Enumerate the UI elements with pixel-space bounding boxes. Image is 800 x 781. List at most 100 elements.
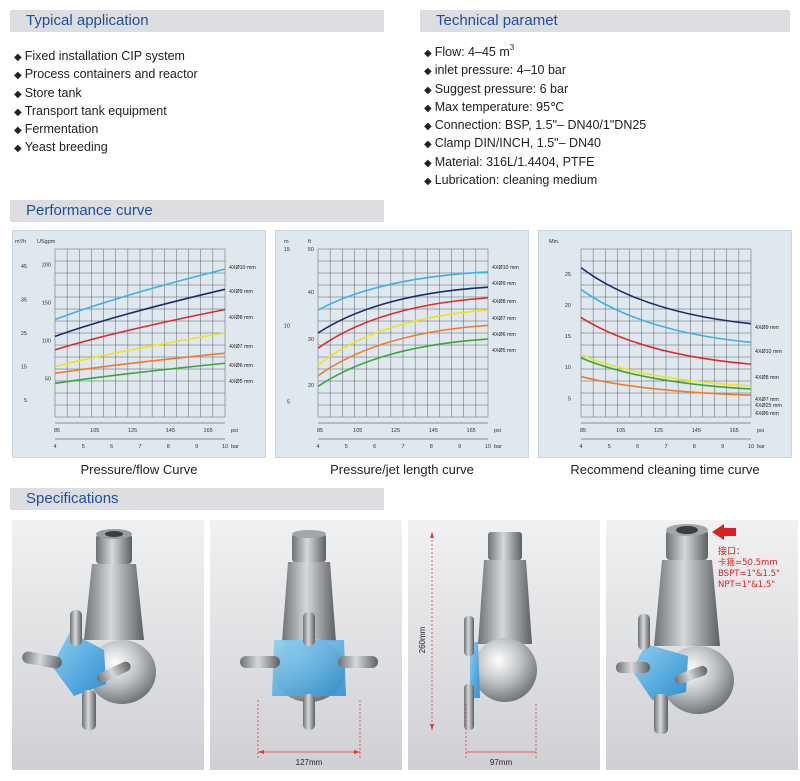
- y-tick-label: 25: [21, 331, 27, 337]
- bar-unit-label: bar: [231, 444, 239, 450]
- series-label: 4XØ10 mm: [229, 265, 256, 271]
- bar-tick-label: 5: [345, 444, 348, 450]
- pressure-flow-chart: 85 105 125 145 165 psi 4 5 6 7 8 9 10 bar 5 15 25 35 45 m³/…: [12, 230, 266, 458]
- y-unit-label: ft: [308, 239, 312, 245]
- y-tick-label: 50: [308, 247, 314, 253]
- width-dimension-label: 127mm: [296, 758, 323, 767]
- bar-tick-label: 7: [401, 444, 404, 450]
- bar-tick-label: 8: [167, 444, 170, 450]
- y-unit-label: m: [284, 239, 289, 245]
- psi-tick-label: 165: [204, 428, 213, 434]
- list-item: ◆ Material: 316L/1.4404, PTFE: [424, 154, 595, 169]
- pressure-jet-length-caption: Pressure/jet length curve: [330, 462, 474, 477]
- product-illustration-4: 接口： 卡箍=50.5mm BSPT=1"&1.5" NPT=1"&1.5": [616, 524, 780, 734]
- typical-application-list: ◆ Fixed installation CIP system ◆ Process …: [14, 48, 198, 158]
- psi-unit-label: psi: [757, 428, 764, 434]
- list-item: ◆ Yeast breeding: [14, 140, 108, 155]
- product-view-side: 260mm 97mm: [408, 520, 600, 770]
- list-item: ◆ Lubrication: cleaning medium: [424, 173, 598, 188]
- series-line: [580, 357, 752, 390]
- bar-tick-label: 9: [458, 444, 461, 450]
- y-tick-label: 15: [565, 334, 571, 340]
- list-item: ◆ inlet pressure: 4–10 bar: [424, 63, 567, 78]
- list-item: ◆ Flow: 4–45 m3: [424, 43, 515, 60]
- bar-unit-label: bar: [757, 444, 765, 450]
- psi-tick-label: 125: [391, 428, 400, 434]
- connection-clamp: 卡箍=50.5mm: [718, 557, 778, 568]
- series-line: [580, 316, 752, 365]
- psi-tick-label: 105: [90, 428, 99, 434]
- height-dimension-label: 260mm: [418, 626, 427, 653]
- series-label: 4XØ7 mm: [755, 397, 779, 403]
- list-item: ◆ Process containers and reactor: [14, 67, 198, 82]
- specifications-header: Specifications: [10, 488, 384, 510]
- bar-tick-label: 9: [721, 444, 724, 450]
- list-item: ◆ Fermentation: [14, 122, 99, 137]
- psi-tick-label: 165: [730, 428, 739, 434]
- bar-tick-label: 6: [636, 444, 639, 450]
- bar-tick-label: 5: [82, 444, 85, 450]
- series-label: 4XØ9 mm: [492, 281, 516, 287]
- y-tick-label: 15: [21, 365, 27, 371]
- series-label: 4XØ8 mm: [492, 299, 516, 305]
- series-line: [317, 338, 489, 388]
- series-line: [54, 268, 226, 321]
- list-item: ◆ Store tank: [14, 85, 82, 100]
- bar-tick-label: 8: [693, 444, 696, 450]
- series-label: 4XØ6 mm: [755, 411, 779, 417]
- product-illustration-3: 260mm 97mm: [418, 532, 537, 767]
- y-tick-label: 10: [284, 323, 290, 329]
- series-label: 4XØ8 mm: [229, 315, 253, 321]
- technical-parameter-list: ◆ Flow: 4–45 m3 ◆ inlet pressure: 4–10 bar…: [424, 44, 646, 190]
- list-item: ◆ Max temperature: 95℃: [424, 99, 565, 114]
- technical-parameter-header: Technical paramet: [420, 10, 790, 32]
- series-line: [580, 267, 752, 325]
- y-tick-label: 45: [21, 264, 27, 270]
- series-line: [580, 375, 752, 397]
- product-illustration-1: [22, 529, 156, 730]
- bar-tick-label: 7: [664, 444, 667, 450]
- series-label: 4XØ9 mm: [755, 325, 779, 331]
- y-tick-label: 200: [42, 262, 51, 268]
- list-item: ◆ Suggest pressure: 6 bar: [424, 81, 569, 96]
- y-tick-label: 50: [45, 377, 51, 383]
- psi-tick-label: 125: [128, 428, 137, 434]
- series-label: 4XØ6 mm: [229, 363, 253, 369]
- series-label: 4XØ8 mm: [755, 375, 779, 381]
- series-line: [317, 271, 489, 311]
- psi-tick-label: 145: [692, 428, 701, 434]
- psi-tick-label: 105: [616, 428, 625, 434]
- y-tick-label: 30: [308, 337, 314, 343]
- y-tick-label: 5: [287, 400, 290, 406]
- psi-tick-label: 145: [429, 428, 438, 434]
- bar-tick-label: 4: [53, 444, 56, 450]
- list-item: ◆ Fixed installation CIP system: [14, 49, 185, 63]
- list-item: ◆ Clamp DIN/INCH, 1.5"– DN40: [424, 136, 601, 151]
- bar-tick-label: 6: [373, 444, 376, 450]
- connection-npt: NPT=1"&1.5": [718, 580, 775, 590]
- y-unit-label: m³/h: [15, 239, 26, 245]
- typical-application-header: Typical application: [10, 10, 384, 32]
- series-line: [580, 354, 752, 387]
- performance-curve-header: Performance curve: [10, 200, 384, 222]
- bar-tick-label: 7: [138, 444, 141, 450]
- cleaning-time-chart: 85 105 125 145 165 psi 4 5 6 7 8 9 10 bar 5 10 15 20 25 Min…: [538, 230, 792, 458]
- psi-tick-label: 105: [353, 428, 362, 434]
- y-tick-label: 5: [24, 398, 27, 404]
- psi-unit-label: psi: [494, 428, 501, 434]
- series-line: [317, 297, 489, 349]
- width-dimension-label: 97mm: [490, 758, 513, 767]
- psi-tick-label: 125: [654, 428, 663, 434]
- series-label: 4XØ10 mm: [492, 265, 519, 271]
- bar-tick-label: 5: [608, 444, 611, 450]
- series-label: 4XØ5 mm: [492, 348, 516, 354]
- psi-tick-label: 145: [166, 428, 175, 434]
- product-view-connection: 接口： 卡箍=50.5mm BSPT=1"&1.5" NPT=1"&1.5": [606, 520, 798, 770]
- cleaning-time-caption: Recommend cleaning time curve: [570, 462, 760, 477]
- bar-tick-label: 6: [110, 444, 113, 450]
- arrow-left-icon: [712, 524, 724, 540]
- product-view-front: 127mm: [210, 520, 402, 770]
- y-tick-label: 15: [284, 247, 290, 253]
- bar-tick-label: 10: [485, 444, 491, 450]
